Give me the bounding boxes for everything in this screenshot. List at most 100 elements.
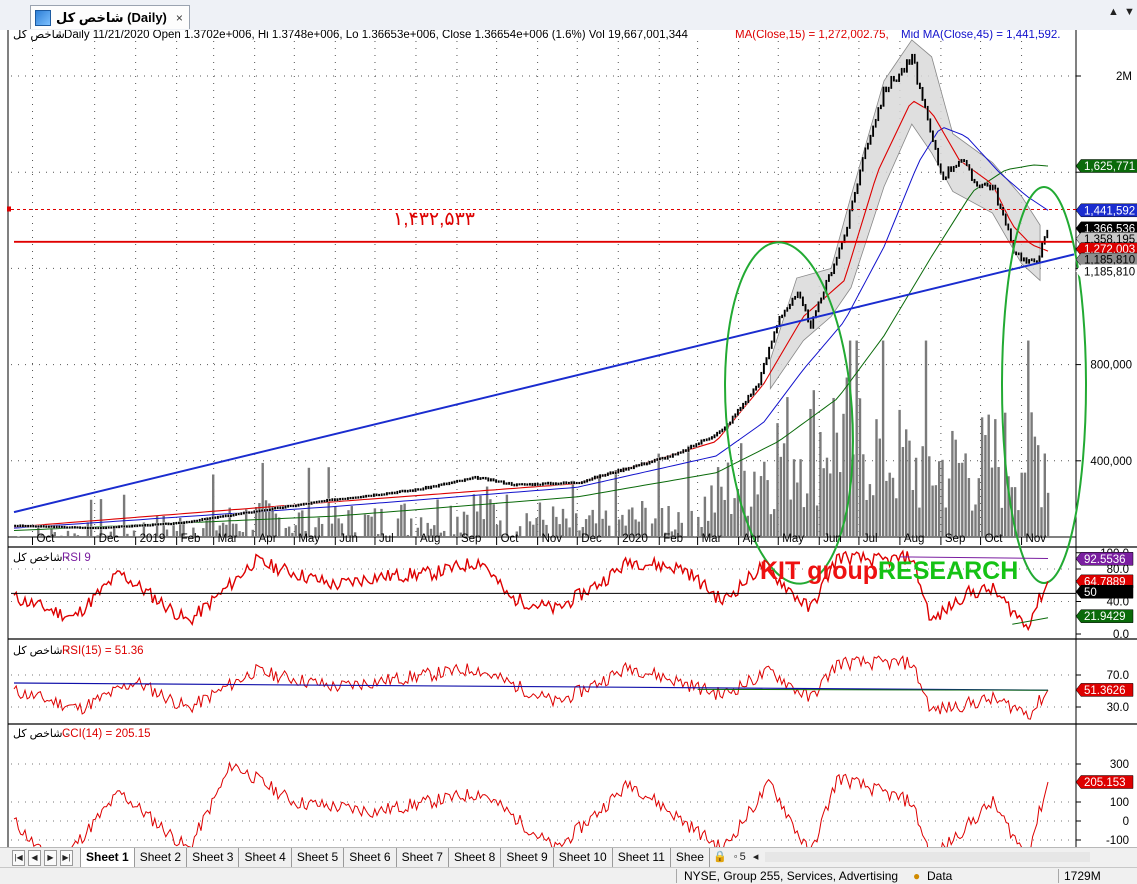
price-candle bbox=[193, 520, 195, 523]
sheet-tab-11[interactable]: Sheet 11 bbox=[613, 848, 671, 867]
sheet-tools-icon[interactable]: 🔒 ◦5 ◂ bbox=[713, 850, 760, 863]
last-sheet-icon[interactable]: ▶| bbox=[60, 850, 73, 866]
volume-bar bbox=[443, 531, 445, 537]
price-candle bbox=[292, 505, 294, 508]
volume-bar bbox=[806, 493, 808, 537]
sheet-tab-6[interactable]: Sheet 6 bbox=[344, 848, 396, 867]
price-candle bbox=[391, 492, 393, 495]
price-candle bbox=[490, 478, 492, 481]
volume-bar bbox=[615, 470, 617, 537]
sheet-tab-2[interactable]: Sheet 2 bbox=[135, 848, 187, 867]
price-candle bbox=[131, 525, 133, 528]
volume-bar bbox=[123, 495, 125, 537]
volume-bar bbox=[743, 471, 745, 537]
horizontal-scrollbar[interactable] bbox=[765, 852, 1090, 862]
chart-window-tab[interactable]: شاخص کل (Daily) × bbox=[30, 5, 190, 29]
volume-bar bbox=[248, 536, 250, 537]
volume-bar bbox=[166, 530, 168, 537]
volume-bar bbox=[397, 518, 399, 537]
prev-sheet-icon[interactable]: ◀ bbox=[28, 850, 41, 866]
price-candle bbox=[461, 480, 463, 482]
close-tab-icon[interactable]: × bbox=[176, 11, 183, 25]
price-candle bbox=[856, 183, 858, 194]
price-candle bbox=[149, 524, 151, 527]
price-candle bbox=[791, 298, 793, 306]
price-candle bbox=[786, 307, 788, 312]
sheet-tab-7[interactable]: Sheet 7 bbox=[397, 848, 449, 867]
volume-bar bbox=[882, 341, 884, 537]
price-candle bbox=[401, 490, 403, 493]
price-candle bbox=[248, 511, 250, 514]
volume-bar bbox=[753, 472, 755, 537]
sheet-tab-10[interactable]: Sheet 10 bbox=[554, 848, 613, 867]
scroll-tabs-up-icon[interactable]: ▲ bbox=[1108, 6, 1119, 18]
first-sheet-icon[interactable]: |◀ bbox=[12, 850, 25, 866]
volume-bar bbox=[238, 531, 240, 537]
volume-bar bbox=[905, 429, 907, 537]
volume-bar bbox=[1021, 473, 1023, 537]
price-candle bbox=[147, 524, 149, 527]
sheet-tab-4[interactable]: Sheet 4 bbox=[239, 848, 291, 867]
price-candle bbox=[225, 514, 227, 517]
sheet-tab-3[interactable]: Sheet 3 bbox=[187, 848, 239, 867]
volume-bar bbox=[948, 479, 950, 537]
price-candle bbox=[56, 525, 58, 528]
volume-bar bbox=[889, 473, 891, 537]
price-candle bbox=[903, 68, 905, 73]
cci-tick-label: 100 bbox=[1110, 797, 1129, 809]
price-candle bbox=[459, 480, 461, 483]
price-candle bbox=[994, 185, 996, 190]
price-candle bbox=[485, 477, 487, 480]
price-tick-label: 2M bbox=[1116, 71, 1132, 83]
volume-bar bbox=[869, 484, 871, 537]
price-candle bbox=[846, 227, 848, 237]
price-candle bbox=[1031, 258, 1033, 261]
volume-bar bbox=[654, 518, 656, 537]
sheet-tab-12[interactable]: Shee bbox=[671, 848, 710, 867]
month-label: May bbox=[782, 533, 804, 545]
month-label: Dec bbox=[581, 533, 602, 545]
price-candle bbox=[745, 401, 747, 405]
price-candle bbox=[524, 483, 526, 486]
sheet-tab-5[interactable]: Sheet 5 bbox=[292, 848, 344, 867]
price-candle bbox=[349, 497, 351, 500]
sheet-tab-1[interactable]: Sheet 1 bbox=[80, 848, 135, 867]
price-candle bbox=[1005, 213, 1007, 226]
price-candle bbox=[253, 510, 255, 513]
price-candle bbox=[40, 525, 42, 528]
price-candle bbox=[703, 439, 705, 442]
price-candle bbox=[932, 130, 934, 142]
month-label: Feb bbox=[663, 533, 683, 545]
price-candle bbox=[297, 504, 299, 507]
price-candle bbox=[113, 526, 115, 529]
month-label: Nov bbox=[542, 533, 563, 545]
price-candle bbox=[69, 526, 71, 528]
status-sector: NYSE, Group 255, Services, Advertising bbox=[684, 869, 898, 883]
volume-bar bbox=[796, 483, 798, 537]
month-label: Aug bbox=[904, 533, 924, 545]
price-candle bbox=[625, 467, 627, 470]
price-candle bbox=[552, 482, 554, 485]
price-candle bbox=[947, 166, 949, 179]
price-candle bbox=[693, 445, 695, 448]
volume-bar bbox=[770, 514, 772, 537]
price-candle bbox=[823, 291, 825, 300]
price-candle bbox=[102, 527, 104, 530]
price-candle bbox=[305, 503, 307, 505]
price-candle bbox=[750, 393, 752, 397]
next-sheet-icon[interactable]: ▶ bbox=[44, 850, 57, 866]
volume-bar bbox=[958, 463, 960, 537]
price-candle bbox=[352, 497, 354, 500]
price-candle bbox=[63, 526, 65, 529]
sheet-tab-9[interactable]: Sheet 9 bbox=[501, 848, 553, 867]
price-candle bbox=[664, 457, 666, 460]
scroll-tabs-down-icon[interactable]: ▼ bbox=[1124, 6, 1135, 18]
month-label: May bbox=[298, 533, 320, 545]
price-candle bbox=[630, 467, 632, 469]
volume-bar bbox=[568, 527, 570, 537]
price-candle bbox=[641, 462, 643, 466]
month-label: Mar bbox=[218, 533, 238, 545]
sheet-tab-8[interactable]: Sheet 8 bbox=[449, 848, 501, 867]
volume-bar bbox=[697, 517, 699, 537]
